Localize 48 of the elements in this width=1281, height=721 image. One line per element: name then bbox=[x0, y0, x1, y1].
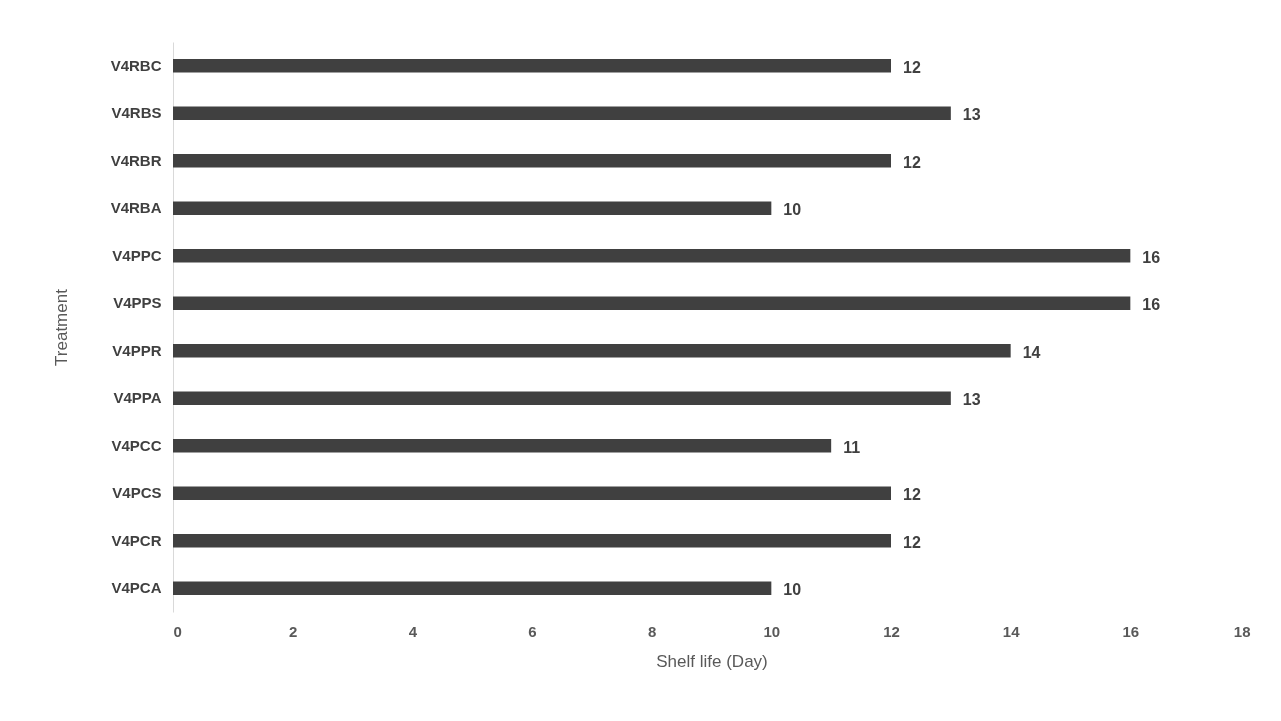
bar bbox=[173, 486, 891, 500]
data-label: 13 bbox=[962, 391, 981, 409]
x-axis-title: Shelf life (Day) bbox=[656, 651, 768, 671]
x-tick-label: 4 bbox=[408, 622, 418, 640]
x-tick-label: 14 bbox=[1002, 622, 1021, 640]
bar bbox=[173, 106, 951, 120]
y-tick-label: V4PCS bbox=[112, 484, 162, 502]
x-tick-label: 8 bbox=[647, 622, 657, 640]
x-tick-label: 12 bbox=[883, 622, 900, 640]
y-tick-label: V4PPC bbox=[112, 246, 162, 264]
data-label: 12 bbox=[903, 153, 921, 171]
data-label: 16 bbox=[1142, 248, 1161, 266]
y-tick-label: V4PPR bbox=[112, 341, 162, 359]
data-label: 10 bbox=[783, 581, 802, 599]
data-label: 16 bbox=[1142, 296, 1161, 314]
data-label: 12 bbox=[903, 486, 921, 504]
y-tick-label: V4RBR bbox=[110, 151, 162, 169]
y-tick-label: V4PCA bbox=[111, 579, 162, 597]
bar bbox=[173, 249, 1131, 263]
y-tick-label: V4PPS bbox=[113, 294, 162, 312]
data-label: 13 bbox=[962, 106, 981, 124]
y-tick-label: V4RBA bbox=[110, 199, 162, 217]
bar bbox=[173, 59, 891, 73]
data-label: 11 bbox=[843, 438, 861, 456]
y-tick-label: V4PCR bbox=[111, 531, 162, 549]
x-tick-label: 2 bbox=[288, 622, 298, 640]
y-tick-label: V4PCC bbox=[111, 436, 162, 454]
data-label: 14 bbox=[1022, 343, 1041, 361]
bar bbox=[173, 296, 1131, 310]
x-tick-label: 0 bbox=[173, 622, 182, 640]
data-label: 10 bbox=[783, 201, 802, 219]
x-tick-label: 10 bbox=[763, 622, 781, 640]
bar bbox=[173, 391, 951, 405]
bar bbox=[173, 154, 891, 168]
y-tick-label: V4RBC bbox=[110, 56, 162, 74]
bar bbox=[173, 439, 832, 453]
x-tick-label: 18 bbox=[1233, 622, 1251, 640]
data-label: 12 bbox=[903, 533, 921, 551]
x-tick-label: 16 bbox=[1122, 622, 1140, 640]
x-tick-label: 6 bbox=[528, 622, 537, 640]
bar bbox=[173, 201, 772, 215]
y-axis-title: Treatment bbox=[51, 288, 71, 366]
bar bbox=[173, 534, 891, 548]
bar bbox=[173, 344, 1011, 358]
data-label: 12 bbox=[903, 58, 921, 76]
bar bbox=[173, 581, 772, 595]
y-tick-label: V4RBS bbox=[111, 104, 162, 122]
y-tick-label: V4PPA bbox=[113, 389, 162, 407]
